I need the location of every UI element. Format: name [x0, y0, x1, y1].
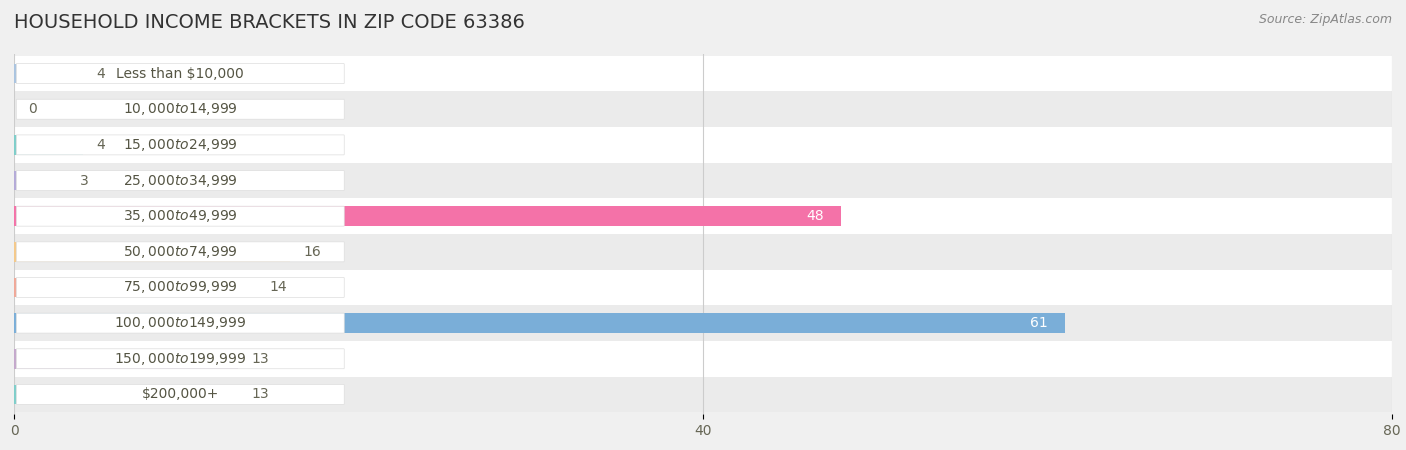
FancyBboxPatch shape — [17, 313, 344, 333]
FancyBboxPatch shape — [17, 278, 344, 297]
Bar — [14, 377, 1392, 412]
FancyBboxPatch shape — [17, 384, 344, 405]
Bar — [14, 91, 1392, 127]
FancyBboxPatch shape — [17, 63, 344, 84]
FancyBboxPatch shape — [17, 242, 344, 262]
Text: 14: 14 — [269, 280, 287, 294]
FancyBboxPatch shape — [17, 99, 344, 119]
Bar — [14, 385, 238, 404]
Bar — [14, 127, 1392, 163]
Bar — [14, 305, 1392, 341]
Bar — [14, 234, 1392, 270]
Bar — [14, 341, 1392, 377]
Text: 13: 13 — [252, 352, 270, 366]
Text: $50,000 to $74,999: $50,000 to $74,999 — [122, 244, 238, 260]
Bar — [14, 56, 1392, 91]
Text: 3: 3 — [80, 174, 89, 188]
Text: 4: 4 — [97, 138, 105, 152]
Text: $200,000+: $200,000+ — [142, 387, 219, 401]
Bar — [14, 349, 238, 369]
Bar — [14, 242, 290, 261]
Text: 13: 13 — [252, 387, 270, 401]
FancyBboxPatch shape — [17, 206, 344, 226]
Bar — [14, 270, 1392, 305]
Text: 4: 4 — [97, 67, 105, 81]
Text: $25,000 to $34,999: $25,000 to $34,999 — [122, 172, 238, 189]
Text: $35,000 to $49,999: $35,000 to $49,999 — [122, 208, 238, 224]
Bar — [14, 64, 83, 83]
Bar — [14, 207, 841, 226]
Text: $100,000 to $149,999: $100,000 to $149,999 — [114, 315, 246, 331]
FancyBboxPatch shape — [17, 349, 344, 369]
Bar — [14, 313, 1064, 333]
Text: 61: 61 — [1029, 316, 1047, 330]
Text: $150,000 to $199,999: $150,000 to $199,999 — [114, 351, 246, 367]
Bar — [14, 278, 256, 297]
Text: Less than $10,000: Less than $10,000 — [117, 67, 245, 81]
Text: $75,000 to $99,999: $75,000 to $99,999 — [122, 279, 238, 296]
Text: HOUSEHOLD INCOME BRACKETS IN ZIP CODE 63386: HOUSEHOLD INCOME BRACKETS IN ZIP CODE 63… — [14, 14, 524, 32]
Bar — [14, 198, 1392, 234]
FancyBboxPatch shape — [17, 171, 344, 190]
Bar — [14, 171, 66, 190]
FancyBboxPatch shape — [17, 135, 344, 155]
Text: 16: 16 — [304, 245, 321, 259]
Bar — [14, 163, 1392, 198]
Text: 48: 48 — [806, 209, 824, 223]
Text: Source: ZipAtlas.com: Source: ZipAtlas.com — [1258, 14, 1392, 27]
Text: 0: 0 — [28, 102, 37, 116]
Bar — [14, 135, 83, 155]
Text: $15,000 to $24,999: $15,000 to $24,999 — [122, 137, 238, 153]
Text: $10,000 to $14,999: $10,000 to $14,999 — [122, 101, 238, 117]
